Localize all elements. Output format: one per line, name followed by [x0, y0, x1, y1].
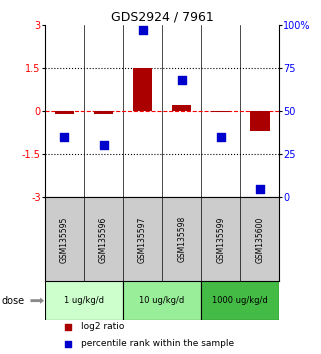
Point: [62, 134, 67, 140]
Text: 1 ug/kg/d: 1 ug/kg/d: [64, 296, 104, 305]
Text: GSM135600: GSM135600: [255, 216, 264, 263]
Bar: [211, 111, 230, 113]
Point: [101, 143, 106, 148]
Text: 10 ug/kg/d: 10 ug/kg/d: [140, 296, 185, 305]
Point: [66, 324, 71, 329]
Point: [179, 77, 184, 83]
Bar: [55, 111, 74, 114]
Text: log2 ratio: log2 ratio: [81, 322, 125, 331]
Point: [218, 134, 223, 140]
Title: GDS2924 / 7961: GDS2924 / 7961: [111, 11, 213, 24]
Bar: [45, 281, 123, 320]
Point: [257, 186, 262, 192]
Point: [140, 27, 145, 33]
Text: GSM135597: GSM135597: [138, 216, 147, 263]
Bar: [250, 111, 270, 131]
Bar: [94, 111, 113, 114]
Bar: [123, 281, 201, 320]
Bar: [201, 281, 279, 320]
Text: 1000 ug/kg/d: 1000 ug/kg/d: [212, 296, 268, 305]
Bar: [133, 68, 152, 111]
Text: GSM135595: GSM135595: [60, 216, 69, 263]
Bar: [172, 105, 191, 111]
Text: dose: dose: [2, 296, 25, 306]
Text: GSM135596: GSM135596: [99, 216, 108, 263]
Text: GSM135599: GSM135599: [216, 216, 225, 263]
Point: [66, 341, 71, 347]
Text: percentile rank within the sample: percentile rank within the sample: [81, 339, 234, 348]
Text: GSM135598: GSM135598: [177, 216, 186, 262]
